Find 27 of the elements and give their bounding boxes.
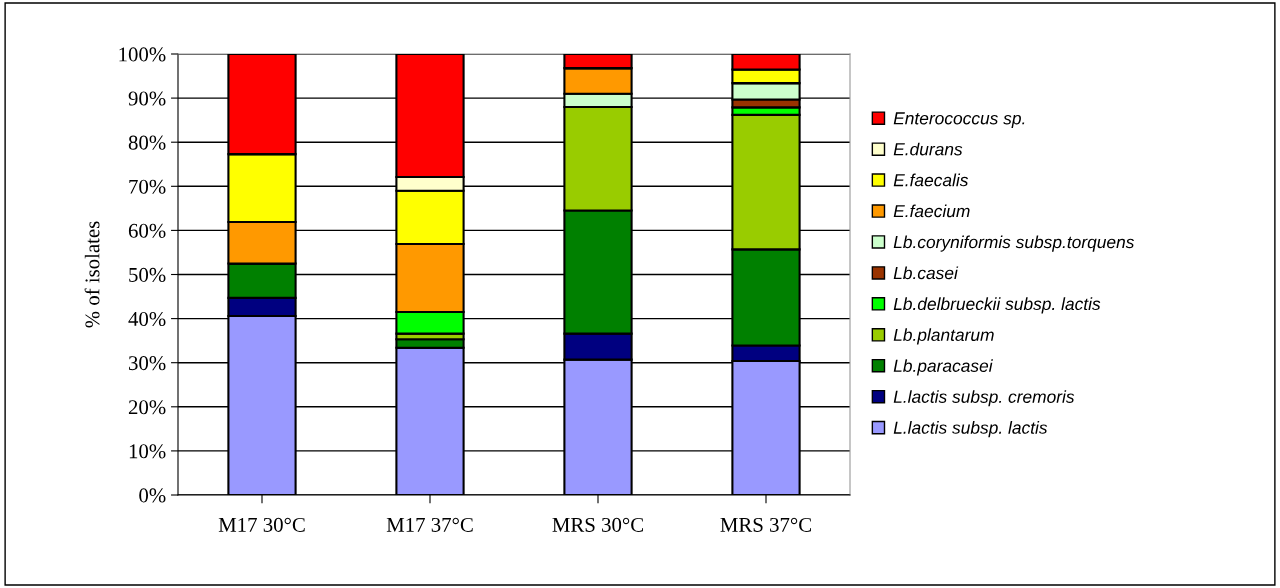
y-tick-label: 10%: [129, 444, 166, 459]
y-tick-label: 70%: [129, 179, 166, 194]
legend-label: E.faecalis: [893, 173, 969, 187]
y-tick-label: 0%: [139, 488, 166, 503]
y-tick-label: 100%: [119, 47, 166, 62]
y-tick-label: 40%: [128, 311, 166, 327]
y-tick-label: 50%: [129, 267, 166, 282]
legend-label: Lb.coryniformis subsp.torquens: [893, 235, 1135, 252]
y-tick-label: 20%: [128, 400, 166, 415]
legend-label: Lb.paracasei: [893, 359, 993, 376]
legend-label: E.faecium: [893, 204, 970, 218]
y-tick-label: 30%: [129, 356, 166, 371]
legend-label: E.durans: [893, 142, 963, 156]
legend-label: Lb.plantarum: [893, 328, 994, 345]
legend-label: Enterococcus sp.: [893, 112, 1025, 128]
x-tick-label: M17 30°C: [218, 517, 305, 532]
y-tick-label: 60%: [128, 223, 166, 238]
y-axis-title: % of isolates: [84, 221, 100, 328]
x-tick-label: MRS 30°C: [552, 517, 643, 532]
legend-label: Lb.delbrueckii subsp. lactis: [893, 297, 1101, 314]
legend-label: Lb.casei: [893, 266, 959, 280]
legend-label: L.lactis subsp. cremoris: [893, 390, 1075, 407]
y-tick-label: 90%: [128, 91, 166, 106]
x-tick-label: M17 37°C: [386, 517, 473, 532]
x-tick-label: MRS 37°C: [720, 517, 811, 532]
legend-label: L.lactis subsp. lactis: [893, 421, 1048, 438]
y-tick-label: 80%: [128, 135, 166, 150]
